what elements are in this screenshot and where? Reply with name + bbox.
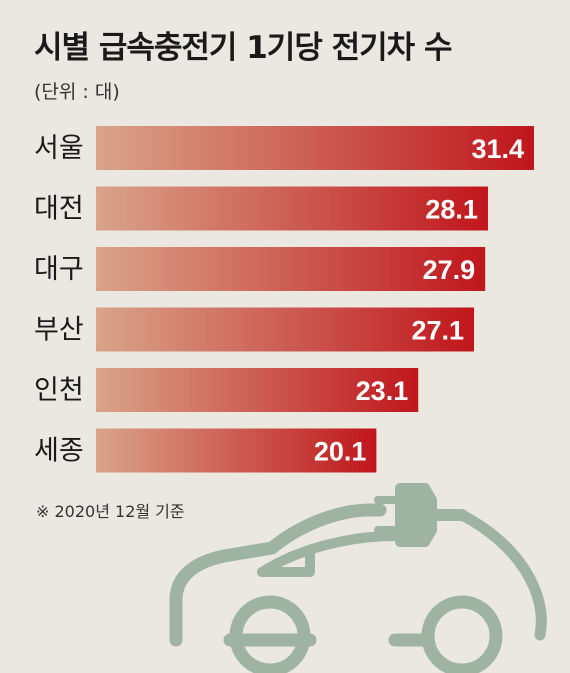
category-label: 부산 [34, 315, 84, 346]
value-label: 27.1 [411, 316, 464, 346]
bar [96, 126, 534, 170]
unit-label: (단위 : 대) [34, 81, 120, 103]
bar [96, 428, 377, 473]
bar-chart: 서울 31.4 대전 28.1 대구 27.9 부산 27.1 인천 23.1 세종 20.1 [34, 126, 534, 473]
category-label: 대구 [34, 254, 84, 285]
value-label: 23.1 [356, 376, 409, 406]
category-label: 세종 [34, 436, 84, 467]
value-label: 20.1 [314, 437, 367, 467]
bar [96, 368, 419, 412]
category-label: 대전 [34, 194, 84, 225]
value-label: 31.4 [471, 134, 524, 164]
category-label: 서울 [34, 133, 84, 164]
value-label: 28.1 [425, 195, 478, 225]
bar [96, 247, 486, 291]
bar [96, 307, 475, 352]
bar [96, 186, 488, 231]
value-label: 27.9 [423, 255, 476, 285]
footnote: ※ 2020년 12월 기준 [36, 502, 185, 521]
category-label: 인천 [34, 375, 84, 406]
chart-title: 시별 급속충전기 1기당 전기차 수 [34, 30, 452, 66]
